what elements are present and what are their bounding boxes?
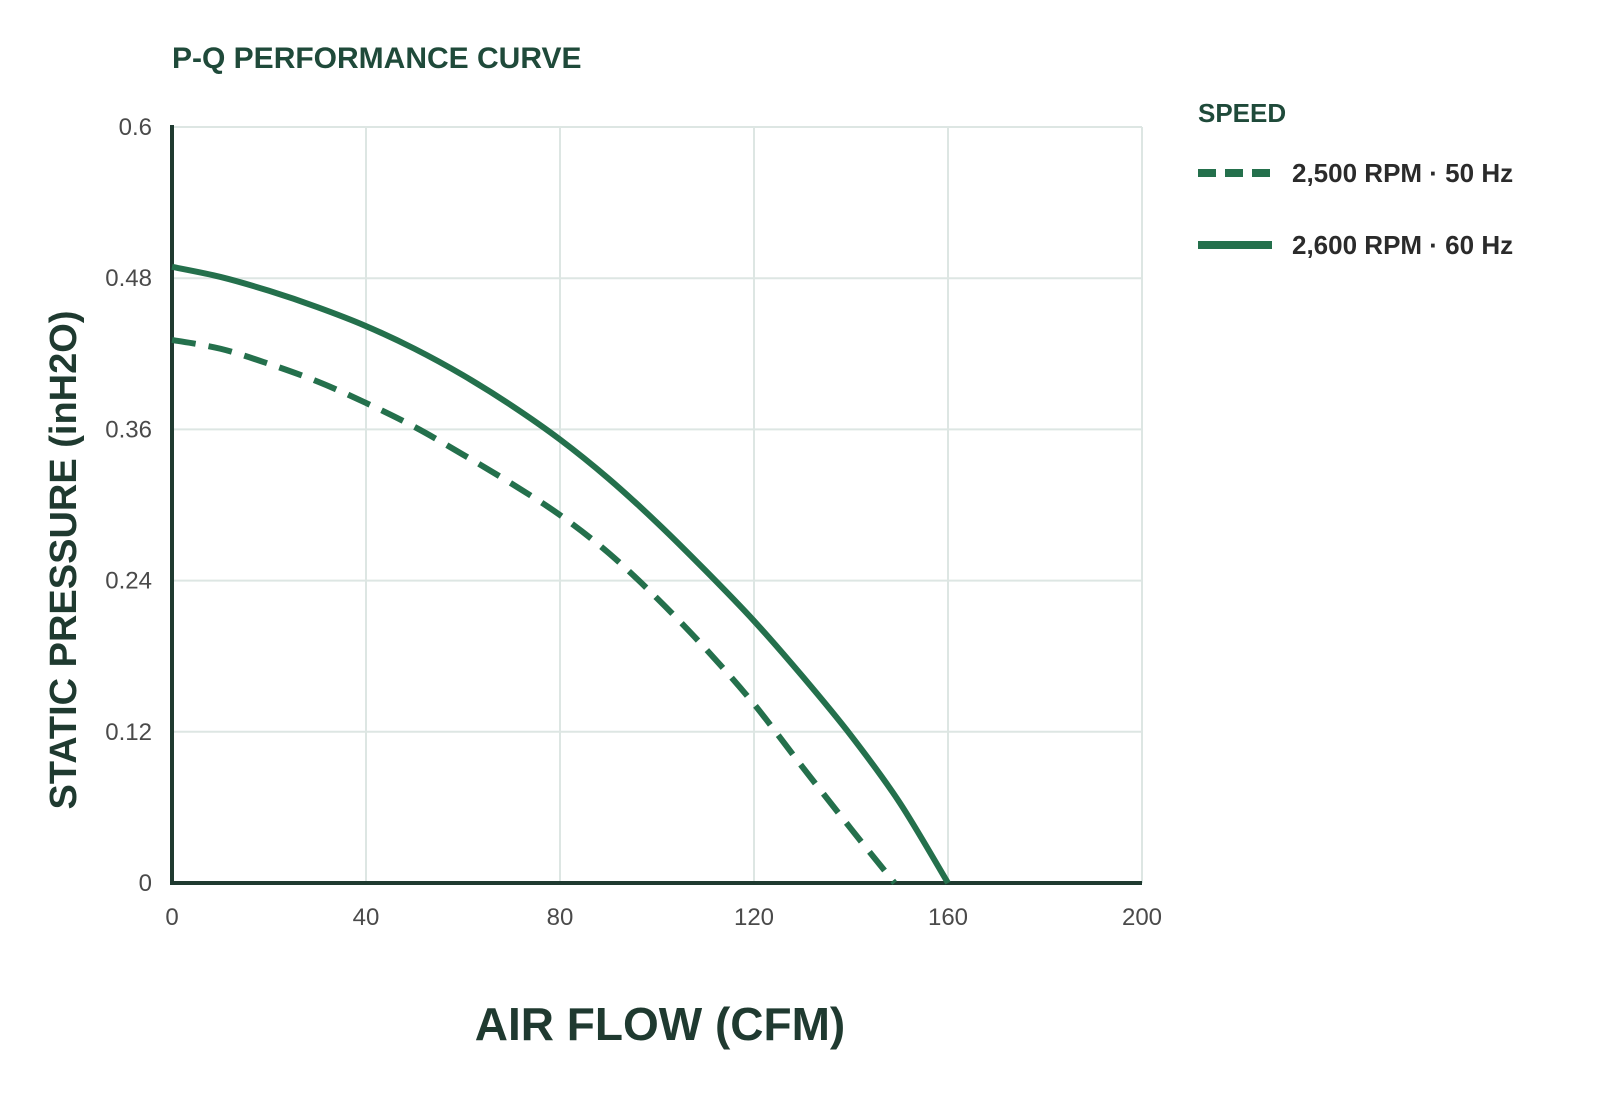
- legend-label-1: 2,500 RPM · 50 Hz: [1292, 158, 1513, 188]
- chart-title: P-Q PERFORMANCE CURVE: [172, 42, 581, 75]
- x-tick-labels: 0 40 80 120 160 200: [165, 904, 1162, 931]
- x-tick-label: 200: [1122, 904, 1162, 931]
- legend: SPEED 2,500 RPM · 50 Hz 2,600 RPM · 60 Hz: [1198, 98, 1513, 260]
- legend-items: 2,500 RPM · 50 Hz 2,600 RPM · 60 Hz: [1198, 158, 1513, 260]
- grid: [171, 126, 1143, 884]
- y-tick-label: 0.36: [105, 416, 152, 443]
- y-tick-label: 0.24: [105, 568, 152, 595]
- y-tick-label: 0.48: [105, 265, 152, 292]
- series-line-1: [171, 336, 897, 885]
- y-tick-label: 0.6: [119, 114, 152, 141]
- series-line-2: [171, 263, 951, 885]
- x-tick-label: 0: [165, 904, 178, 931]
- y-tick-labels: 0 0.12 0.24 0.36 0.48 0.6: [105, 114, 152, 897]
- y-tick-label: 0: [139, 870, 152, 897]
- series-lines: [171, 263, 951, 885]
- y-axis-title: STATIC PRESSURE (inH2O): [43, 311, 85, 810]
- x-tick-label: 80: [547, 904, 574, 931]
- x-tick-label: 40: [353, 904, 380, 931]
- legend-title: SPEED: [1198, 98, 1286, 128]
- x-axis-title: AIR FLOW (CFM): [475, 998, 845, 1050]
- legend-label-2: 2,600 RPM · 60 Hz: [1292, 230, 1513, 260]
- x-tick-label: 120: [734, 904, 774, 931]
- y-tick-label: 0.12: [105, 719, 152, 746]
- x-tick-label: 160: [928, 904, 968, 931]
- axes: [170, 125, 1142, 885]
